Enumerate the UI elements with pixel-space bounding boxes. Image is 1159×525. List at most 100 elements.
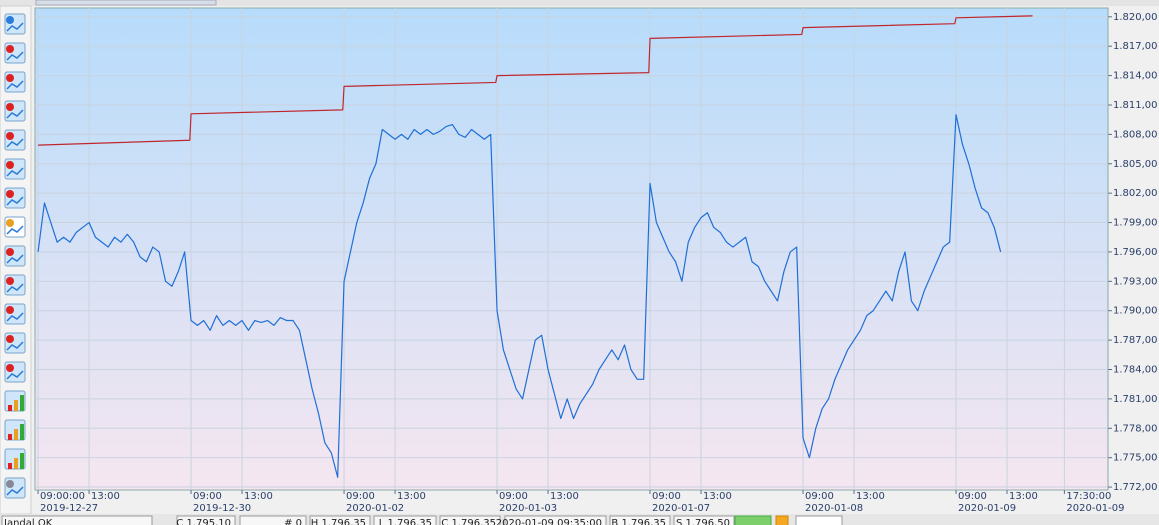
x-date-label: 2020-01-03 [499, 503, 557, 514]
y-tick-label: 1.802,00 [1113, 188, 1158, 199]
x-tick-label: 09:00 [652, 491, 681, 502]
x-tick-label: 09:00 [499, 491, 528, 502]
y-tick-label: 1.808,00 [1113, 129, 1158, 140]
x-date-label: 2020-01-08 [805, 503, 863, 514]
status-field [176, 515, 236, 525]
y-tick-label: 1.796,00 [1113, 247, 1158, 258]
y-tick-label: 1.784,00 [1113, 365, 1158, 376]
toolbar-icon-line [6, 109, 24, 119]
x-date-label: 2020-01-02 [346, 503, 404, 514]
y-tick-label: 1.805,00 [1113, 159, 1158, 170]
y-tick-label: 1.787,00 [1113, 335, 1158, 346]
x-tick-label: 13:00 [856, 491, 885, 502]
toolbar-icon-line [6, 254, 24, 264]
plot-area [34, 7, 1109, 491]
toolbar-icon-bar [20, 453, 24, 469]
tab-strip [0, 0, 1159, 6]
y-tick-label: 1.817,00 [1113, 41, 1158, 52]
toolbar-icon-line [6, 167, 24, 177]
x-tick-label: 09:00 [346, 491, 375, 502]
x-tick-label: 13:00 [397, 491, 426, 502]
toolbar-icon-line [6, 283, 24, 293]
status-field [609, 515, 671, 525]
status-field [439, 515, 501, 525]
toolbar-icon-line [6, 22, 24, 32]
toolbar-icon-dot [6, 16, 14, 24]
status-field [309, 515, 371, 525]
x-tick-label: 09:00 [958, 491, 987, 502]
toolbar-icon-dot [6, 74, 14, 82]
x-tick-label: 17:30:00 [1066, 491, 1111, 502]
toolbar-icon-bar [14, 400, 18, 411]
toolbar-icon-line [6, 196, 24, 206]
toolbar-icon-bar [20, 395, 24, 411]
status-fields: Jandal OK C 1.795,10 # 0 H 1.796,35 L 1.796,… [1, 515, 843, 525]
toolbar-icon-dot [6, 248, 14, 256]
x-tick-label: 13:00 [703, 491, 732, 502]
x-tick-label: 09:00:00 [40, 491, 85, 502]
toolbar-icon-bar [8, 434, 12, 440]
x-tick-label: 13:00 [91, 491, 120, 502]
y-tick-label: 1.790,00 [1113, 306, 1158, 317]
status-text: C 1.795,10 [176, 518, 231, 525]
x-date-label: 2020-01-09 [958, 503, 1016, 514]
y-tick-label: 1.775,00 [1113, 453, 1158, 464]
toolbar-icon-dot [6, 277, 14, 285]
status-indicator [734, 515, 772, 525]
status-field [239, 515, 307, 525]
status-text: H 1.796,35 [311, 518, 366, 525]
toolbar-icon-bar [20, 424, 24, 440]
y-tick-label: 1.820,00 [1113, 12, 1158, 23]
status-icon [775, 515, 789, 525]
y-tick-label: 1.799,00 [1113, 218, 1158, 229]
y-tick-label: 1.814,00 [1113, 71, 1158, 82]
toolbar-icon-line [6, 312, 24, 322]
toolbar-icon-dot [6, 103, 14, 111]
toolbar-icon-line [6, 80, 24, 90]
toolbar-icon-dot [6, 480, 14, 488]
y-tick-label: 1.778,00 [1113, 423, 1158, 434]
x-date-label: 2019-12-30 [193, 503, 251, 514]
x-date-label: 2020-01-07 [652, 503, 710, 514]
toolbar-icon-dot [6, 190, 14, 198]
y-tick-label: 1.772,00 [1113, 482, 1158, 493]
toolbar-icon-bar [14, 458, 18, 469]
y-tick-label: 1.793,00 [1113, 276, 1158, 287]
toolbar-icon-line [6, 225, 24, 235]
x-date-label: 2020-01-09 [1066, 503, 1124, 514]
toolbar-icon-line [6, 51, 24, 61]
toolbar-icon-bar [8, 405, 12, 411]
toolbar-icon-dot [6, 335, 14, 343]
status-field [1, 515, 153, 525]
toolbar-icon-dot [6, 364, 14, 372]
x-date-label: 2019-12-27 [40, 503, 98, 514]
status-field [673, 515, 735, 525]
x-tick-label: 13:00 [244, 491, 273, 502]
status-field [373, 515, 437, 525]
toolbar-icon-dot [6, 219, 14, 227]
series-line [38, 15, 1033, 146]
status-text: L 1.796,35 [379, 518, 432, 525]
x-tick-label: 13:00 [550, 491, 579, 502]
y-tick-label: 1.811,00 [1113, 100, 1158, 111]
toolbar-icon-line [6, 486, 24, 496]
x-tick-label: 13:00 [1009, 491, 1038, 502]
x-tick-label: 09:00 [805, 491, 834, 502]
tab[interactable] [35, 0, 217, 6]
toolbar-icon-dot [6, 45, 14, 53]
series-line [37, 114, 1002, 478]
status-text: 2020-01-09 09:35:00 [496, 518, 602, 525]
toolbar-icon-dot [6, 132, 14, 140]
status-text: # 0 [284, 518, 302, 525]
toolbar-icon-line [6, 138, 24, 148]
toolbar-icon-bar [8, 463, 12, 469]
toolbar-icon-line [6, 370, 24, 380]
x-tick-label: 09:00 [193, 491, 222, 502]
toolbar-icon-dot [6, 306, 14, 314]
toolbar-icon-dot [6, 161, 14, 169]
toolbar-icon-bar [14, 429, 18, 440]
status-text: C 1.796,35 [441, 518, 496, 525]
status-text: Jandal OK [3, 518, 53, 525]
